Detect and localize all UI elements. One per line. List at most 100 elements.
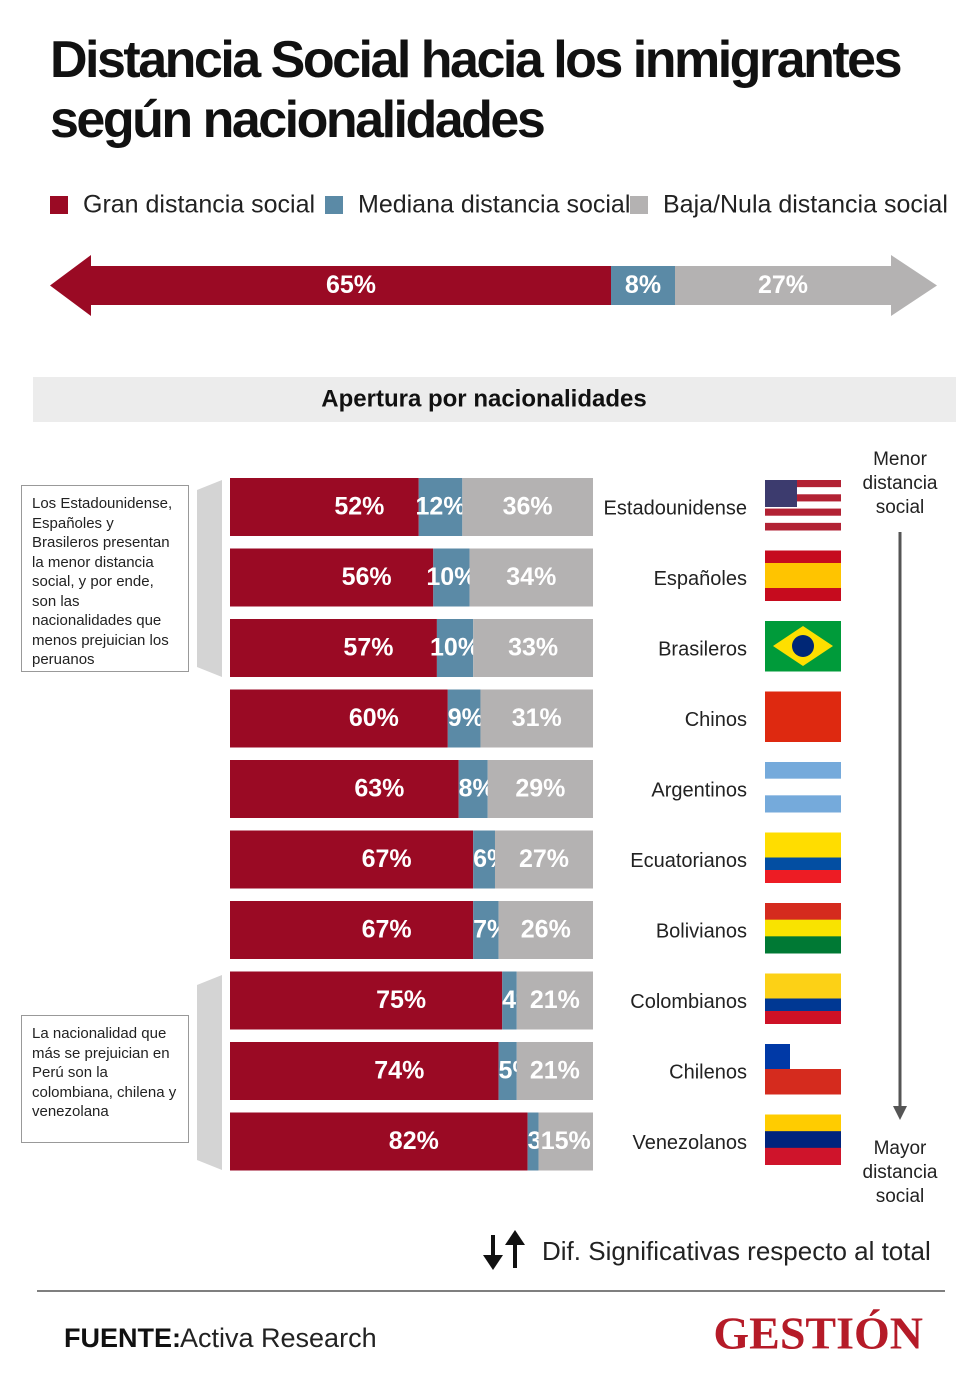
category-label: Brasileros (658, 638, 747, 660)
bar-segment (230, 619, 437, 677)
value-label: 29% (515, 775, 565, 803)
flag (765, 1044, 841, 1095)
bar-segment (91, 266, 611, 305)
bar-segment (675, 266, 891, 305)
arrow-head (50, 255, 91, 316)
bar-segment (447, 689, 481, 748)
significance-icon (483, 1230, 525, 1270)
flag-stripe (765, 480, 841, 488)
bar-segment (498, 901, 593, 959)
bar-segment (230, 1042, 499, 1100)
flag-stripe (765, 973, 841, 987)
bracket (197, 975, 222, 1170)
bar-segment (516, 971, 593, 1030)
value-label: 21% (530, 986, 580, 1014)
value-label: 60% (349, 704, 399, 732)
flag (765, 903, 841, 954)
bar-segment (473, 830, 495, 889)
bracket (197, 480, 222, 677)
category-label: Bolivianos (656, 920, 747, 942)
value-label: 10% (426, 563, 476, 591)
flag-stripe (765, 588, 841, 601)
value-label: 9% (448, 704, 484, 732)
bar-segment (462, 478, 593, 536)
value-label: 34% (506, 563, 556, 591)
value-label: 12% (416, 493, 466, 521)
flag (765, 480, 841, 531)
flag-stripe (765, 1114, 841, 1132)
arrow-head (891, 255, 937, 316)
legend-swatch (50, 196, 68, 214)
bar-segment (502, 971, 517, 1030)
bar-segment (230, 1112, 528, 1171)
bar-segment (230, 760, 459, 818)
flag (765, 973, 841, 1024)
value-label: 82% (389, 1127, 439, 1155)
value-label: 27% (758, 271, 808, 299)
category-label: Chilenos (669, 1061, 747, 1083)
flag-stripe (765, 986, 841, 999)
flag-stripe (765, 1011, 841, 1024)
flag (765, 691, 841, 742)
source-text: Activa Research (180, 1323, 377, 1353)
bar-segment (230, 901, 474, 959)
legend-label: Mediana distancia social (358, 191, 630, 219)
legend-swatch (630, 196, 648, 214)
flag-canton (765, 480, 797, 507)
value-label: 74% (374, 1057, 424, 1085)
bar-segment (473, 901, 499, 959)
flag-stripe (765, 762, 841, 780)
flag (765, 762, 841, 813)
flag-stripe (765, 936, 841, 954)
annotation: La nacionalidad que más se prejuician en… (21, 1015, 189, 1143)
flag-stripe (765, 501, 841, 510)
annotation: Los Estadounidense, Españoles y Brasiler… (21, 485, 189, 672)
subtitle: Apertura por nacionalidades (321, 385, 646, 412)
flag-stripe (765, 1069, 841, 1095)
flag-stripe (765, 563, 841, 576)
value-label: 63% (354, 775, 404, 803)
footnote: Dif. Significativas respecto al total (542, 1236, 931, 1266)
value-label: 10% (430, 634, 480, 662)
flag-stripe (765, 575, 841, 589)
axis-label-top: Menor distancia social (862, 449, 938, 518)
bar-segment (230, 478, 419, 536)
value-label: 57% (343, 634, 393, 662)
bar-segment (433, 548, 470, 607)
flag (765, 832, 841, 883)
flag-stripe (765, 919, 841, 937)
value-label: 26% (521, 916, 571, 944)
value-label: 27% (519, 845, 569, 873)
flag (765, 621, 841, 672)
flag-stripe (765, 691, 841, 742)
flag-stripe (765, 845, 841, 858)
flag-stripe (765, 870, 841, 883)
flag-stripe (765, 1147, 841, 1165)
flag-stripe (765, 522, 841, 531)
category-label: Colombianos (630, 991, 747, 1013)
flag (765, 550, 841, 601)
value-label: 36% (503, 493, 553, 521)
direction-arrow-head (893, 1106, 907, 1120)
bar-segment (469, 548, 593, 607)
bar-segment (436, 619, 474, 677)
flag-stripe (765, 494, 841, 502)
category-label: Ecuatorianos (630, 850, 747, 872)
legend-label: Gran distancia social (83, 191, 315, 219)
value-label: 67% (362, 916, 412, 944)
bar-segment (487, 760, 593, 818)
flag-stripe (765, 487, 841, 495)
value-label: 56% (342, 563, 392, 591)
flag-shape (792, 635, 814, 657)
bar-segment (527, 1112, 539, 1171)
bar-segment (473, 619, 593, 677)
bar-segment (611, 266, 675, 305)
value-label: 21% (530, 1057, 580, 1085)
value-label: 31% (512, 704, 562, 732)
flag-stripe (765, 1131, 841, 1149)
category-label: Venezolanos (632, 1132, 747, 1154)
flag-stripe (765, 903, 841, 921)
bar-segment (516, 1042, 593, 1100)
flag-stripe (765, 515, 841, 524)
